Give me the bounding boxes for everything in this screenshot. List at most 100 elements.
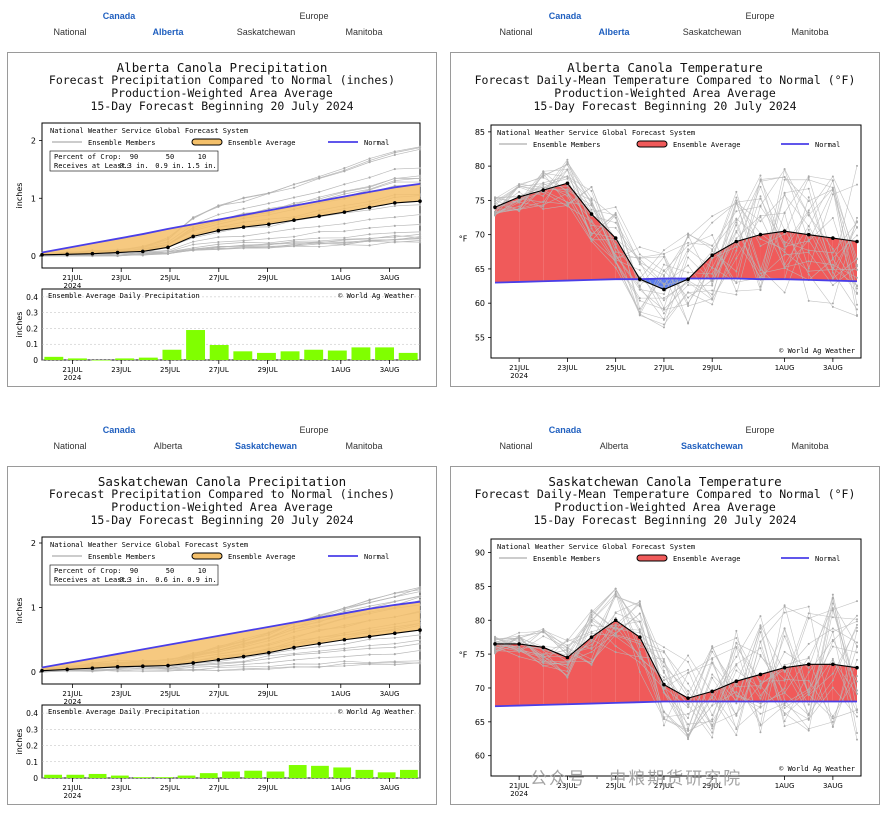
nav-subtab-saskatchewan[interactable]: Saskatchewan <box>236 27 296 37</box>
legend-normal-label: Normal <box>364 139 389 147</box>
ensemble-member-point <box>368 161 371 164</box>
ensemble-member-point <box>759 647 762 650</box>
ensemble-member-point <box>687 728 690 731</box>
ensemble-member-point <box>831 284 834 287</box>
ensemble-member-point <box>518 649 521 652</box>
nav-tab-europe[interactable]: Europe <box>745 11 775 21</box>
ensemble-member-point <box>638 260 641 263</box>
ensemble-member-point <box>711 650 714 653</box>
chart-subtitle-1: Forecast Daily-Mean Temperature Compared… <box>474 487 856 501</box>
ensemble-member-point <box>783 650 786 653</box>
x-tick-label: 3AUG <box>823 364 843 372</box>
ensemble-member-point <box>638 661 641 664</box>
nav-tab-canada[interactable]: Canada <box>102 11 136 21</box>
chart-title: Alberta Canola Temperature <box>567 60 763 75</box>
nav-subtab-alberta[interactable]: Alberta <box>153 441 183 451</box>
nav-subtab-alberta[interactable]: Alberta <box>152 27 184 37</box>
nav-subtab-national[interactable]: National <box>53 27 87 37</box>
ensemble-member-point <box>566 158 569 161</box>
x-tick-label: 27JUL <box>209 366 229 374</box>
nav-subtab-saskatchewan[interactable]: Saskatchewan <box>682 27 742 37</box>
ensemble-member-point <box>807 273 810 276</box>
ensemble-member-point <box>662 293 665 296</box>
ensemble-member-point <box>418 148 422 151</box>
ensemble-member-point <box>418 223 422 226</box>
above-normal-fill <box>519 190 544 282</box>
crop-receives-label: Receives at Least: <box>54 162 130 170</box>
daily-precip-bar <box>377 772 396 778</box>
ensemble-member-line <box>494 598 858 730</box>
x-year-label: 2024 <box>510 790 528 798</box>
ensemble-average-point <box>241 225 246 229</box>
ensemble-member-point <box>662 669 665 672</box>
ensemble-average-point <box>565 181 570 186</box>
crop-receives-value: 1.5 in. <box>187 162 217 170</box>
nav-subtab-national[interactable]: National <box>499 27 533 37</box>
nav-tab-canada[interactable]: Canada <box>548 11 582 21</box>
ensemble-member-point <box>856 220 858 223</box>
ensemble-member-point <box>856 265 858 268</box>
ensemble-member-point <box>590 613 593 616</box>
nav-tab-canada[interactable]: Canada <box>102 425 136 435</box>
nav-subtab-saskatchewan[interactable]: Saskatchewan <box>680 441 744 451</box>
ensemble-member-point <box>638 628 641 631</box>
ensemble-average-point <box>806 662 811 667</box>
ensemble-member-point <box>590 616 593 619</box>
ensemble-member-point <box>687 706 690 709</box>
y-tick-label: 75 <box>475 650 485 659</box>
nav-tab-europe[interactable]: Europe <box>745 425 775 435</box>
ensemble-member-point <box>831 179 834 182</box>
nav-subtab-manitoba[interactable]: Manitoba <box>345 27 383 37</box>
ensemble-member-point <box>759 680 762 683</box>
nav-subtab-manitoba[interactable]: Manitoba <box>345 441 383 451</box>
ensemble-member-point <box>735 190 738 193</box>
nav-subtab-manitoba[interactable]: Manitoba <box>791 27 829 37</box>
ensemble-member-point <box>590 197 593 200</box>
nav-tab-europe[interactable]: Europe <box>299 11 329 21</box>
ensemble-member-point <box>242 241 245 244</box>
legend-average-swatch <box>191 552 223 560</box>
ensemble-member-line <box>41 639 421 673</box>
ensemble-member-point <box>735 655 738 658</box>
nav-subtab-alberta[interactable]: Alberta <box>599 441 629 451</box>
ensemble-member-point <box>856 164 858 167</box>
y-tick-label: 2 <box>31 137 36 146</box>
ensemble-average-point <box>65 667 69 672</box>
ensemble-member-point <box>807 270 810 273</box>
ensemble-member-point <box>318 645 321 648</box>
nav-subtab-alberta[interactable]: Alberta <box>598 27 630 37</box>
ensemble-member-point <box>393 224 396 227</box>
legend-average-label: Ensemble Average <box>228 139 295 147</box>
ensemble-member-point <box>343 192 346 196</box>
ensemble-member-point <box>393 646 396 649</box>
ensemble-member-point <box>711 303 714 306</box>
ensemble-member-point <box>662 676 665 679</box>
nav-tab-europe[interactable]: Europe <box>299 425 329 435</box>
nav-subtab-national[interactable]: National <box>53 441 87 451</box>
ensemble-member-point <box>711 725 714 728</box>
ensemble-average-point <box>782 665 787 670</box>
nav-subtab-national[interactable]: National <box>499 441 533 451</box>
daily-precip-bar <box>66 774 85 778</box>
y-tick-label: 0 <box>31 668 36 677</box>
nav-tab-canada[interactable]: Canada <box>548 425 582 435</box>
ensemble-member-line <box>494 169 858 280</box>
ensemble-average-point <box>541 188 546 192</box>
nav-subtab-manitoba[interactable]: Manitoba <box>791 441 829 451</box>
ensemble-member-point <box>783 714 786 717</box>
ensemble-member-point <box>368 663 371 666</box>
ensemble-member-point <box>343 183 346 186</box>
ensemble-member-point <box>687 296 690 299</box>
credit-text: © World Ag Weather <box>338 708 414 716</box>
ensemble-member-point <box>566 664 569 667</box>
ensemble-member-point <box>783 725 786 728</box>
ensemble-average-point <box>758 232 763 237</box>
ensemble-member-point <box>662 282 665 285</box>
ensemble-average-point <box>292 645 296 650</box>
ensemble-member-point <box>368 218 371 221</box>
ensemble-member-point <box>267 661 270 664</box>
nav-subtab-saskatchewan[interactable]: Saskatchewan <box>234 441 298 451</box>
ensemble-member-point <box>662 252 665 255</box>
daily-precip-bar <box>222 771 240 778</box>
ensemble-member-point <box>614 258 617 261</box>
